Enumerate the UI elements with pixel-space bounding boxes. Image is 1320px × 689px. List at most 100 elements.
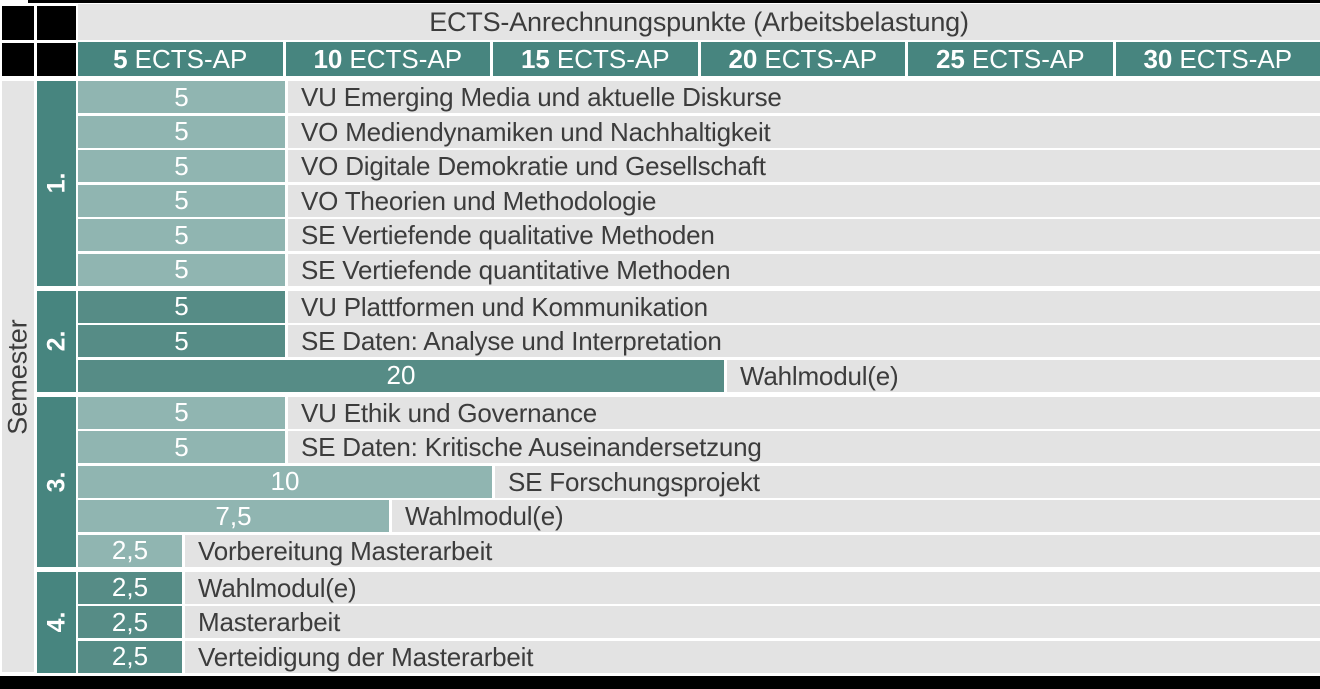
course-row: 2,5 Wahlmodul(e) [78, 571, 1320, 604]
ects-bar: 5 [78, 253, 288, 286]
ects-value: 7,5 [215, 500, 252, 531]
course-row: 5 VU Emerging Media und aktuelle Diskurse [78, 81, 1320, 113]
tick-number: 20 [728, 44, 758, 74]
ects-value: 10 [270, 466, 300, 496]
y-axis-label: Semester [2, 318, 33, 435]
ects-value: 2,5 [111, 641, 149, 671]
ects-value: 5 [174, 219, 189, 250]
tick-unit: ECTS-AP [556, 44, 670, 74]
course-row: 5 SE Daten: Analyse und Interpretation [78, 325, 1320, 357]
ects-value: 5 [174, 150, 189, 181]
top-border-line [28, 0, 1320, 3]
x-axis-tick-25: 25 ECTS-AP [908, 42, 1113, 76]
course-label: Wahlmodul(e) [740, 360, 899, 391]
course-label: Wahlmodul(e) [405, 501, 564, 531]
ects-bar: 5 [78, 396, 288, 429]
course-label: SE Vertiefende qualitative Methoden [301, 220, 715, 250]
ects-bar: 7,5 [78, 500, 392, 532]
ects-value: 5 [174, 431, 189, 462]
tick-unit: ECTS-AP [764, 44, 878, 74]
course-row: 20 Wahlmodul(e) [78, 359, 1320, 392]
ects-value: 2,5 [111, 535, 149, 565]
tick-number: 30 [1143, 44, 1173, 74]
corner-cell [37, 6, 76, 40]
tick-unit: ECTS-AP [134, 44, 248, 74]
ects-bar: 2,5 [78, 640, 185, 673]
course-row: 10 SE Forschungsprojekt [78, 465, 1320, 498]
course-label: Verteidigung der Masterarbeit [198, 641, 534, 672]
course-label: VU Ethik und Governance [301, 397, 598, 428]
course-row: 7,5 Wahlmodul(e) [78, 500, 1320, 532]
ects-value: 5 [174, 116, 189, 146]
course-row: 2,5 Masterarbeit [78, 606, 1320, 638]
ects-bar: 5 [78, 325, 288, 357]
course-row: 2,5 Verteidigung der Masterarbeit [78, 640, 1320, 673]
tick-unit: ECTS-AP [1179, 44, 1293, 74]
course-row: 5 SE Vertiefende quantitative Methoden [78, 253, 1320, 286]
ects-bar: 2,5 [78, 534, 185, 567]
course-label: SE Vertiefende quantitative Methoden [301, 254, 731, 285]
semester-label: 1. [42, 172, 70, 194]
course-label: Vorbereitung Masterarbeit [198, 535, 493, 566]
semester-block: 1. [37, 81, 76, 286]
ects-bar: 5 [78, 290, 288, 323]
bottom-border-bar [0, 676, 1320, 689]
tick-number: 5 [113, 44, 128, 74]
course-label: VO Mediendynamiken und Nachhaltigkeit [301, 116, 771, 147]
ects-bar: 5 [78, 150, 288, 182]
course-label: SE Daten: Analyse und Interpretation [301, 326, 722, 356]
semester-block: 2. [37, 290, 76, 392]
tick-unit: ECTS-AP [971, 44, 1085, 74]
semester-block: 3. [37, 396, 76, 567]
ects-value: 5 [174, 254, 189, 284]
ects-bar: 2,5 [78, 606, 185, 638]
course-row: 5 VU Ethik und Governance [78, 396, 1320, 429]
semester-label: 4. [42, 611, 70, 633]
course-label: SE Daten: Kritische Auseinandersetzung [301, 432, 762, 462]
tick-number: 10 [313, 44, 343, 74]
ects-bar: 5 [78, 219, 288, 251]
ects-bar: 20 [78, 359, 727, 392]
corner-cell [2, 43, 34, 76]
corner-cell [37, 43, 76, 76]
ects-value: 5 [174, 185, 189, 215]
course-row: 5 VO Mediendynamiken und Nachhaltigkeit [78, 115, 1320, 148]
course-row: 5 VO Digitale Demokratie und Gesellschaft [78, 150, 1320, 182]
course-label: Masterarbeit [198, 607, 341, 637]
ects-value: 5 [174, 81, 189, 112]
ects-bar: 5 [78, 431, 288, 463]
x-axis-tick-5: 5 ECTS-AP [78, 42, 283, 76]
x-axis-tick-30: 30 ECTS-AP [1115, 42, 1320, 76]
course-label: VU Plattformen und Kommunikation [301, 291, 708, 322]
ects-bar: 5 [78, 184, 288, 217]
ects-value: 2,5 [111, 572, 149, 602]
semester-label: 2. [42, 330, 70, 352]
chart-rows-area: 5 VU Emerging Media und aktuelle Diskurse… [78, 81, 1320, 673]
course-row: 5 SE Daten: Kritische Auseinandersetzung [78, 431, 1320, 463]
x-axis-tick-20: 20 ECTS-AP [700, 42, 905, 76]
course-label: SE Forschungsprojekt [508, 466, 760, 497]
ects-bar: 5 [78, 115, 288, 148]
course-row: 2,5 Vorbereitung Masterarbeit [78, 534, 1320, 567]
corner-cell [2, 6, 34, 40]
y-axis-label-strip: Semester [2, 81, 34, 672]
ects-bar: 5 [78, 81, 288, 113]
ects-value: 2,5 [111, 606, 149, 637]
course-row: 5 VO Theorien und Methodologie [78, 184, 1320, 217]
ects-value: 20 [386, 360, 416, 390]
tick-number: 15 [520, 44, 550, 74]
course-label: VO Digitale Demokratie und Gesellschaft [301, 151, 766, 181]
course-label: Wahlmodul(e) [198, 572, 357, 603]
ects-value: 5 [174, 291, 189, 321]
course-label: VU Emerging Media und aktuelle Diskurse [301, 82, 782, 112]
ects-bar: 10 [78, 465, 495, 498]
tick-number: 25 [935, 44, 965, 74]
x-axis-tick-15: 15 ECTS-AP [493, 42, 698, 76]
semester-block: 4. [37, 571, 76, 673]
course-label: VO Theorien und Methodologie [301, 185, 657, 216]
chart-title: ECTS-Anrechnungspunkte (Arbeitsbelastung… [78, 4, 1320, 40]
x-axis-tick-10: 10 ECTS-AP [285, 42, 490, 76]
x-axis-header-row: 5 ECTS-AP 10 ECTS-AP 15 ECTS-AP 20 ECTS-AP 2… [78, 42, 1320, 76]
course-row: 5 VU Plattformen und Kommunikation [78, 290, 1320, 323]
